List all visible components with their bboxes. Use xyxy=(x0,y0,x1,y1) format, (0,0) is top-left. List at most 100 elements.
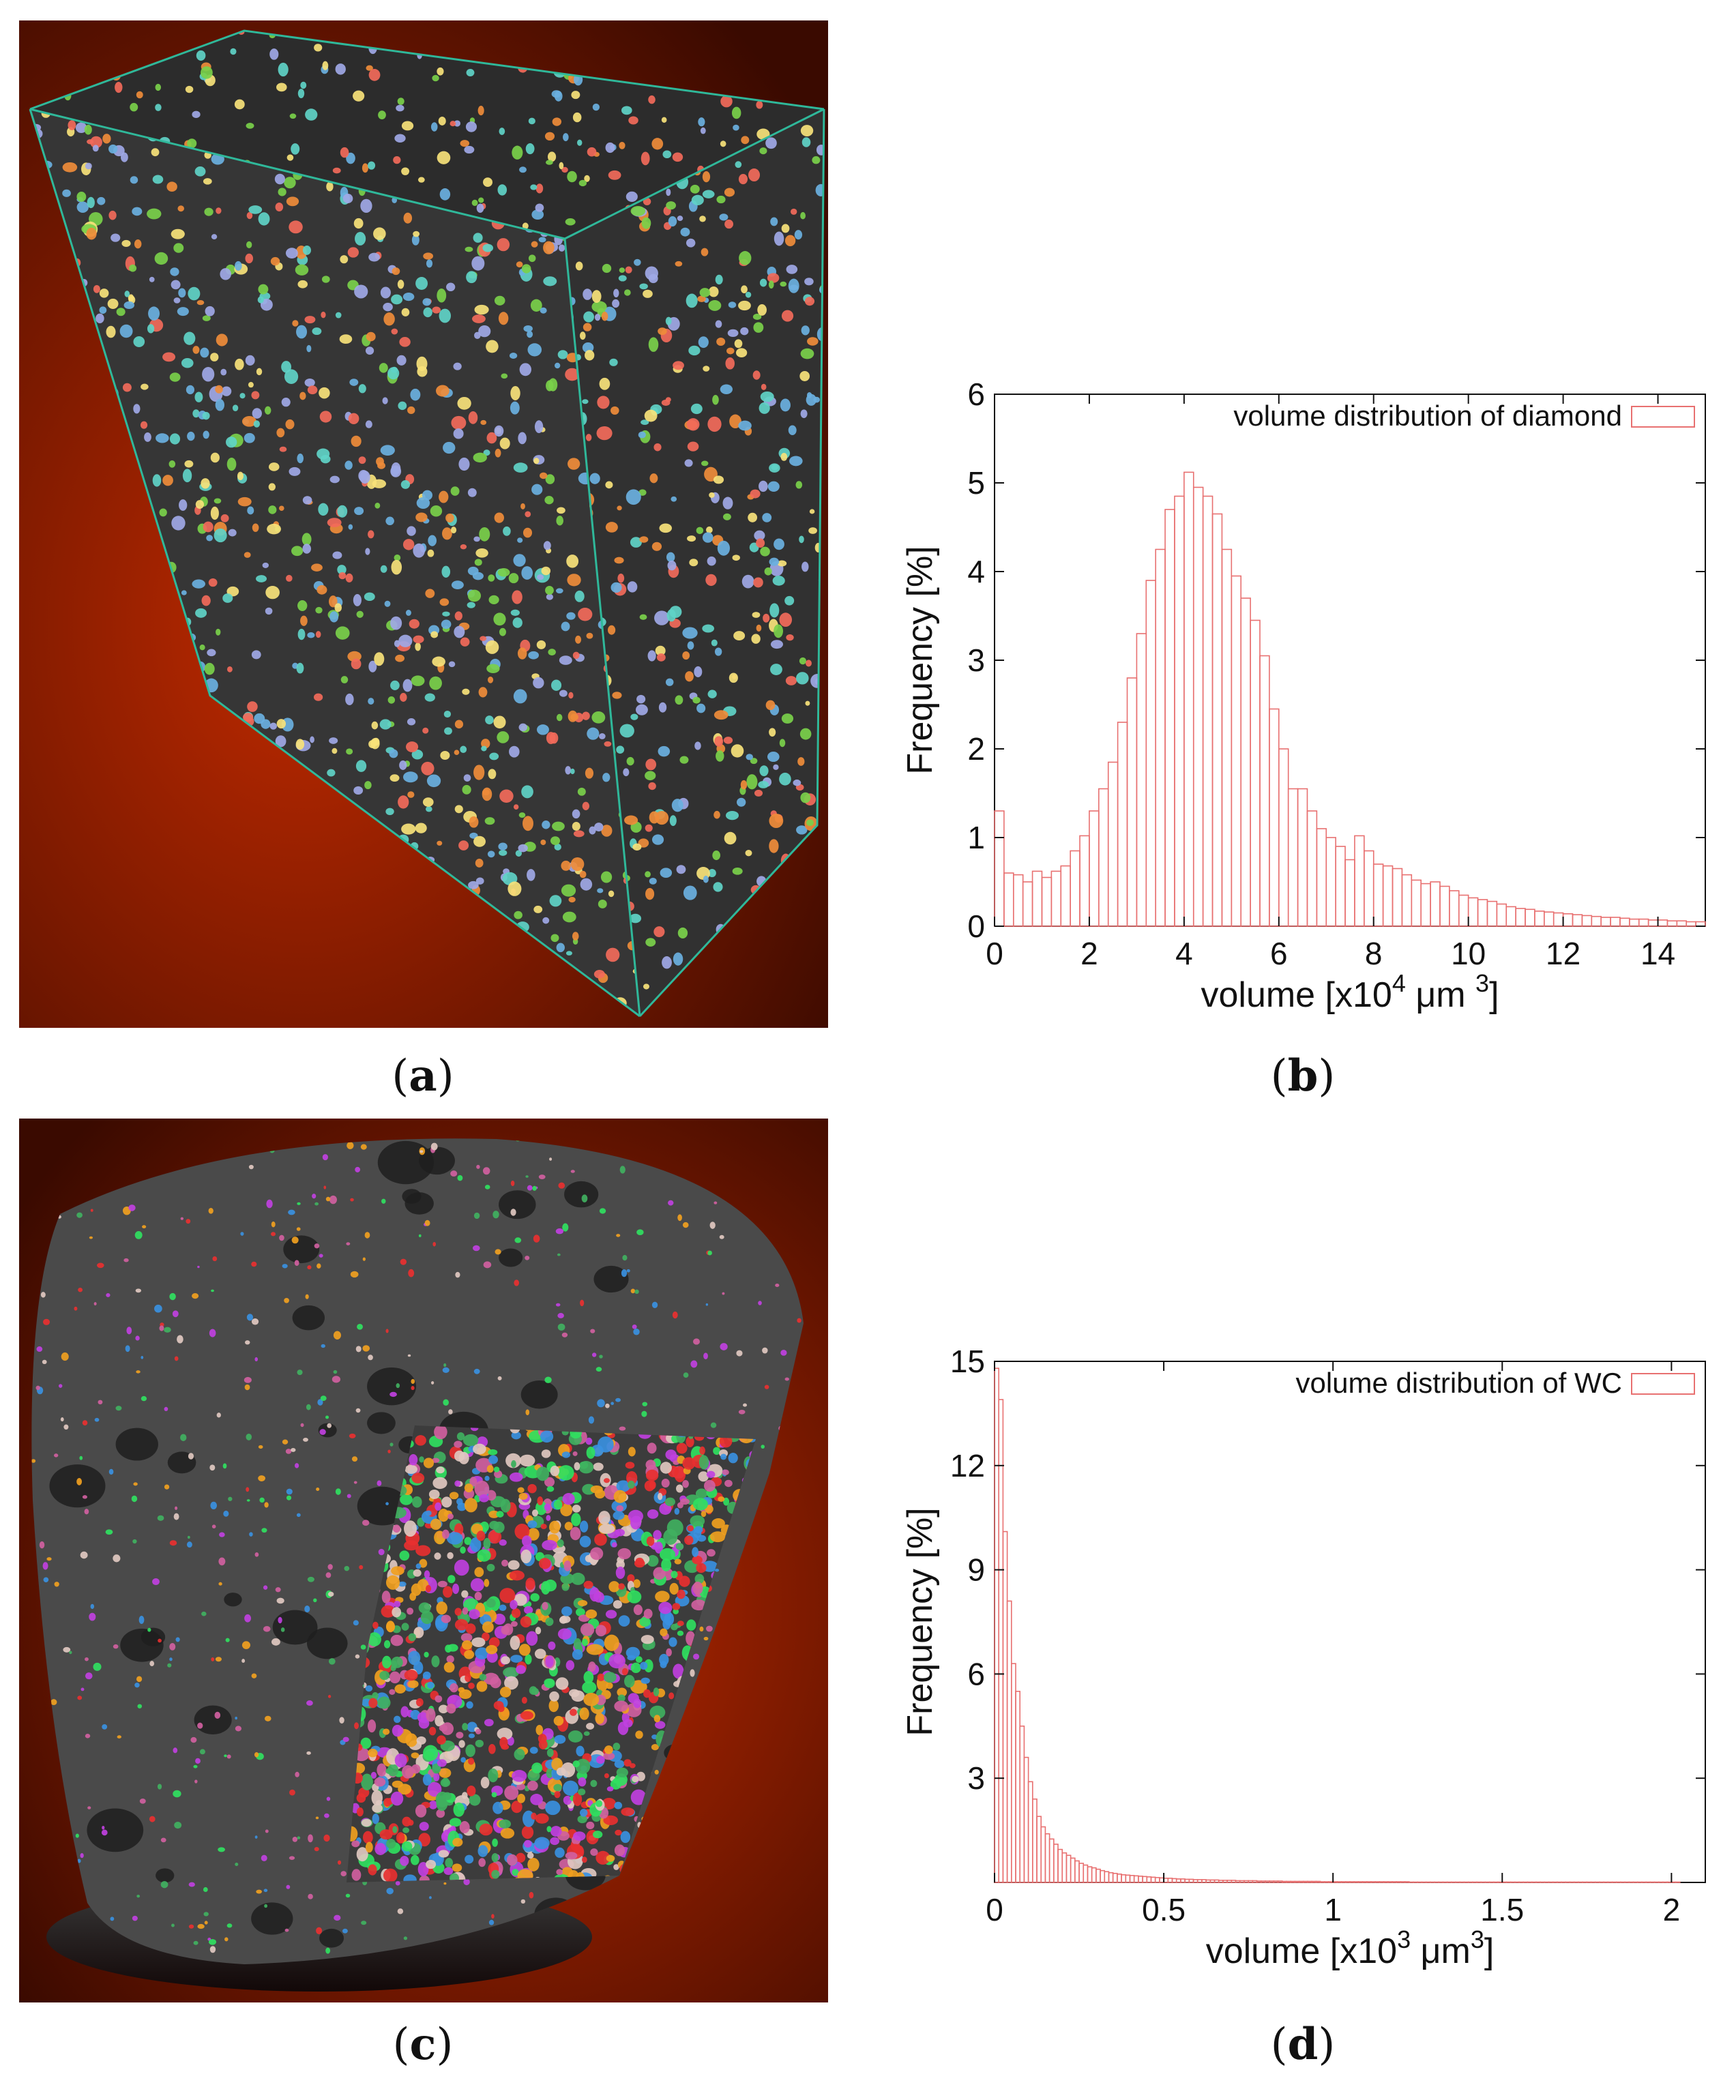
histogram-bar xyxy=(1061,1852,1068,1883)
histogram-bar xyxy=(1184,1878,1190,1883)
diamond-particle xyxy=(546,593,553,600)
diamond-particle xyxy=(133,336,145,347)
wc-speck xyxy=(210,1501,218,1509)
diamond-particle xyxy=(799,370,810,381)
diamond-particle xyxy=(119,324,133,338)
diamond-particle xyxy=(313,693,323,701)
diamond-particle xyxy=(673,952,683,966)
diamond-particle xyxy=(394,134,406,143)
wc-particle xyxy=(400,1706,409,1717)
wc-speck xyxy=(105,1529,113,1535)
wc-particle xyxy=(365,1685,373,1692)
diamond-particle xyxy=(774,624,784,638)
wc-particle xyxy=(518,1492,528,1500)
wc-particle xyxy=(675,1543,684,1550)
wc-speck xyxy=(705,1303,709,1306)
wc-speck xyxy=(39,1541,45,1549)
wc-particle xyxy=(510,1636,520,1651)
diamond-particle xyxy=(523,527,533,538)
histogram-bar xyxy=(1180,1878,1186,1883)
wc-particle xyxy=(391,1566,404,1576)
diamond-particle xyxy=(499,128,505,136)
diamond-particle xyxy=(244,432,255,443)
diamond-particle xyxy=(565,368,580,381)
wc-particle xyxy=(611,1542,617,1548)
wc-speck xyxy=(590,1329,595,1333)
wc-particle xyxy=(427,1781,442,1797)
histogram-bar xyxy=(1138,1876,1143,1883)
wc-speck xyxy=(327,1591,334,1597)
diamond-particle xyxy=(371,721,379,730)
wc-particle xyxy=(503,1667,520,1678)
diamond-particle xyxy=(518,812,526,818)
diamond-particle xyxy=(62,162,78,173)
diamond-particle xyxy=(171,516,186,531)
wc-speck xyxy=(736,1350,743,1357)
wc-particle xyxy=(553,1784,562,1792)
wc-speck xyxy=(397,1908,404,1914)
diamond-particle xyxy=(445,513,454,523)
wc-particle xyxy=(437,1580,447,1588)
histogram-bar xyxy=(1260,1880,1266,1883)
wc-speck xyxy=(174,1356,179,1361)
histogram-bar xyxy=(1231,1880,1237,1883)
wc-particle xyxy=(542,1601,548,1610)
plot-frame xyxy=(994,394,1706,927)
diamond-particle xyxy=(499,627,507,636)
diamond-particle xyxy=(186,385,194,395)
wc-particle xyxy=(470,1537,482,1552)
wc-particle xyxy=(694,1573,705,1584)
diamond-particle xyxy=(140,421,148,429)
diamond-particle xyxy=(424,693,435,702)
histogram-bar xyxy=(1235,1880,1241,1883)
diamond-particle xyxy=(639,283,648,290)
diamond-particle xyxy=(413,231,420,237)
wc-speck xyxy=(335,1488,341,1495)
wc-speck xyxy=(389,1443,394,1447)
histogram-bar xyxy=(1307,1880,1312,1883)
diamond-particle xyxy=(278,188,286,196)
histogram-bar xyxy=(1562,913,1574,927)
diamond-particle xyxy=(340,676,349,683)
diamond-particle xyxy=(92,145,99,152)
diamond-particle xyxy=(651,138,664,150)
wc-particle xyxy=(488,1455,499,1464)
diamond-particle xyxy=(740,780,748,790)
diamond-particle xyxy=(497,568,510,577)
wc-speck xyxy=(758,1301,762,1305)
diamond-particle xyxy=(401,823,416,835)
wc-particle xyxy=(579,1535,591,1548)
wc-speck xyxy=(473,1368,480,1374)
histogram-bar xyxy=(1074,1860,1080,1883)
wc-particle xyxy=(582,1483,595,1495)
histogram-bar xyxy=(1581,915,1593,927)
diamond-particle xyxy=(643,289,653,298)
diamond-particle xyxy=(707,690,717,698)
diamond-particle xyxy=(390,680,400,690)
diamond-particle xyxy=(578,608,593,621)
wc-particle xyxy=(454,1480,461,1487)
wc-particle xyxy=(658,1492,663,1500)
diamond-particle xyxy=(326,181,334,192)
diamond-particle xyxy=(173,297,181,304)
wc-particle xyxy=(643,1608,653,1619)
wc-particle xyxy=(617,1687,628,1697)
diamond-particle xyxy=(494,295,505,306)
diamond-particle xyxy=(252,523,259,532)
wc-particle xyxy=(477,1845,488,1857)
diamond-particle xyxy=(556,943,565,953)
wc-speck xyxy=(43,1577,49,1582)
wc-speck xyxy=(241,1641,250,1649)
diamond-particle xyxy=(155,104,162,111)
wc-particle xyxy=(492,1838,498,1847)
wc-particle xyxy=(581,1857,587,1863)
diamond-particle xyxy=(563,133,569,142)
diamond-particle xyxy=(713,710,729,720)
diamond-particle xyxy=(587,147,597,157)
wc-particle xyxy=(447,1575,456,1584)
diamond-particle xyxy=(566,612,576,620)
wc-particle xyxy=(598,1524,615,1534)
diamond-particle xyxy=(295,264,309,276)
diamond-particle xyxy=(478,687,488,698)
pore xyxy=(251,1902,293,1935)
